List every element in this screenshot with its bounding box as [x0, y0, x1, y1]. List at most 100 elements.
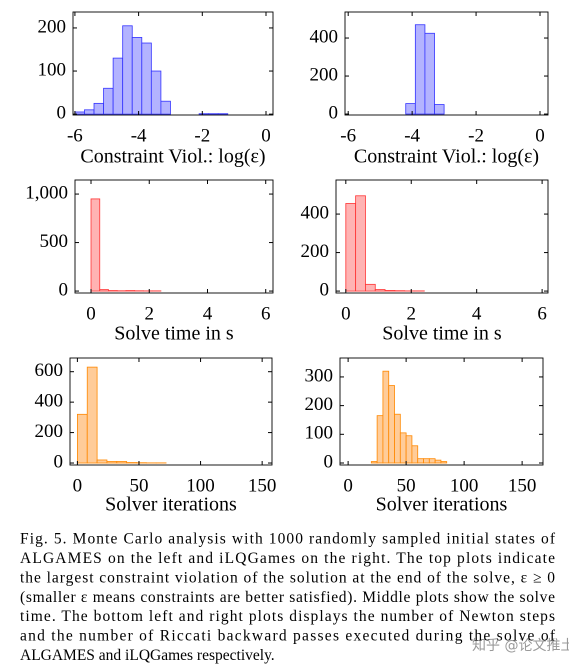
axes-box — [74, 179, 274, 294]
caption-line: time. The bottom left and right plots di… — [20, 608, 555, 625]
bar — [399, 432, 407, 464]
bar — [86, 366, 98, 464]
bar — [355, 195, 366, 292]
bar — [96, 459, 108, 464]
bar — [84, 109, 95, 115]
x-tick-label: 0 — [86, 303, 96, 324]
y-tick-label: 200 — [310, 64, 339, 85]
bar — [434, 459, 442, 464]
bar — [411, 445, 419, 464]
bar — [428, 458, 436, 464]
x-tick-label: 100 — [186, 475, 215, 496]
y-tick-label: 0 — [324, 451, 334, 472]
bar — [424, 32, 435, 115]
x-axis-label: Constraint Viol.: log(ε) — [354, 146, 539, 168]
x-axis-label: Solver iterations — [105, 494, 237, 516]
y-tick-label: 0 — [320, 279, 330, 300]
bar — [388, 385, 395, 464]
bar — [382, 370, 390, 464]
caption-line: ALGAMES and iLQGames respectively. — [20, 647, 275, 664]
bar — [116, 461, 128, 464]
y-tick-label: 500 — [40, 231, 69, 252]
bar — [160, 100, 171, 115]
y-tick-label: 200 — [305, 394, 334, 415]
x-tick-label: 150 — [508, 475, 537, 496]
caption-line: ALGAMES on the left and iLQGames on the … — [20, 550, 555, 567]
y-tick-label: 0 — [57, 102, 67, 123]
y-tick-label: 0 — [329, 102, 339, 123]
x-tick-label: 6 — [537, 303, 547, 324]
bar — [365, 283, 376, 292]
x-axis-label: Solve time in s — [382, 323, 502, 345]
watermark: 知乎 @论文推土机 — [472, 637, 569, 654]
x-tick-label: 0 — [341, 303, 351, 324]
x-tick-label: 0 — [535, 125, 545, 146]
x-tick-label: -6 — [340, 125, 356, 146]
bar — [440, 461, 448, 464]
x-axis-label: Solver iterations — [376, 494, 508, 516]
y-tick-label: 200 — [35, 421, 64, 442]
bar — [122, 25, 133, 115]
x-tick-label: -2 — [468, 125, 484, 146]
bar — [434, 104, 445, 115]
x-tick-label: 2 — [406, 303, 416, 324]
y-tick-label: 400 — [35, 390, 64, 411]
axes-box — [335, 179, 549, 294]
x-tick-label: -4 — [404, 125, 420, 146]
y-tick-label: 400 — [301, 202, 330, 223]
y-tick-label: 0 — [54, 451, 64, 472]
x-axis-label: Solve time in s — [114, 323, 234, 345]
x-tick-label: 0 — [261, 125, 271, 146]
bar — [376, 415, 384, 464]
caption-line: the largest constraint violation of the … — [20, 569, 555, 586]
axes-box — [344, 11, 549, 116]
x-tick-label: 0 — [343, 475, 353, 496]
bar — [405, 435, 413, 464]
axes-box — [69, 357, 273, 466]
caption-line: (smaller ε means constraints are better … — [20, 589, 555, 606]
bar — [417, 458, 424, 464]
bar — [394, 413, 401, 464]
y-tick-label: 200 — [301, 241, 330, 262]
x-tick-label: 6 — [261, 303, 271, 324]
bar — [374, 289, 386, 292]
x-tick-label: 0 — [73, 475, 83, 496]
bar — [345, 203, 357, 292]
y-tick-label: 0 — [59, 279, 69, 300]
x-tick-label: 2 — [145, 303, 155, 324]
y-tick-label: 100 — [38, 59, 67, 80]
axes-box — [339, 357, 544, 466]
x-tick-label: 4 — [203, 303, 213, 324]
x-tick-label: -4 — [131, 125, 147, 146]
y-tick-label: 100 — [305, 423, 334, 444]
bar — [131, 37, 143, 115]
bar — [106, 461, 118, 464]
x-tick-label: 4 — [472, 303, 482, 324]
y-tick-label: 300 — [305, 365, 334, 386]
bar — [76, 413, 88, 464]
x-tick-label: 50 — [397, 475, 416, 496]
caption-line: and the number of Riccati backward passe… — [20, 628, 556, 645]
y-tick-label: 600 — [35, 360, 64, 381]
bar — [405, 103, 416, 115]
bar — [423, 458, 430, 464]
caption-line: Fig. 5. Monte Carlo analysis with 1000 r… — [20, 531, 556, 548]
y-tick-label: 200 — [38, 16, 67, 37]
x-tick-label: -2 — [194, 125, 210, 146]
x-axis-label: Constraint Viol.: log(ε) — [80, 146, 265, 168]
x-tick-label: 50 — [129, 475, 148, 496]
y-tick-label: 1,000 — [25, 182, 68, 203]
y-tick-label: 400 — [310, 26, 339, 47]
bar — [141, 42, 152, 115]
bar — [93, 102, 104, 115]
bar — [90, 198, 101, 292]
x-tick-label: -6 — [67, 125, 83, 146]
bar — [384, 290, 396, 292]
x-tick-label: 100 — [450, 475, 479, 496]
bar — [150, 70, 162, 115]
bar — [370, 461, 378, 464]
axes-box — [72, 11, 274, 116]
bar — [99, 289, 109, 292]
bar — [103, 87, 114, 115]
